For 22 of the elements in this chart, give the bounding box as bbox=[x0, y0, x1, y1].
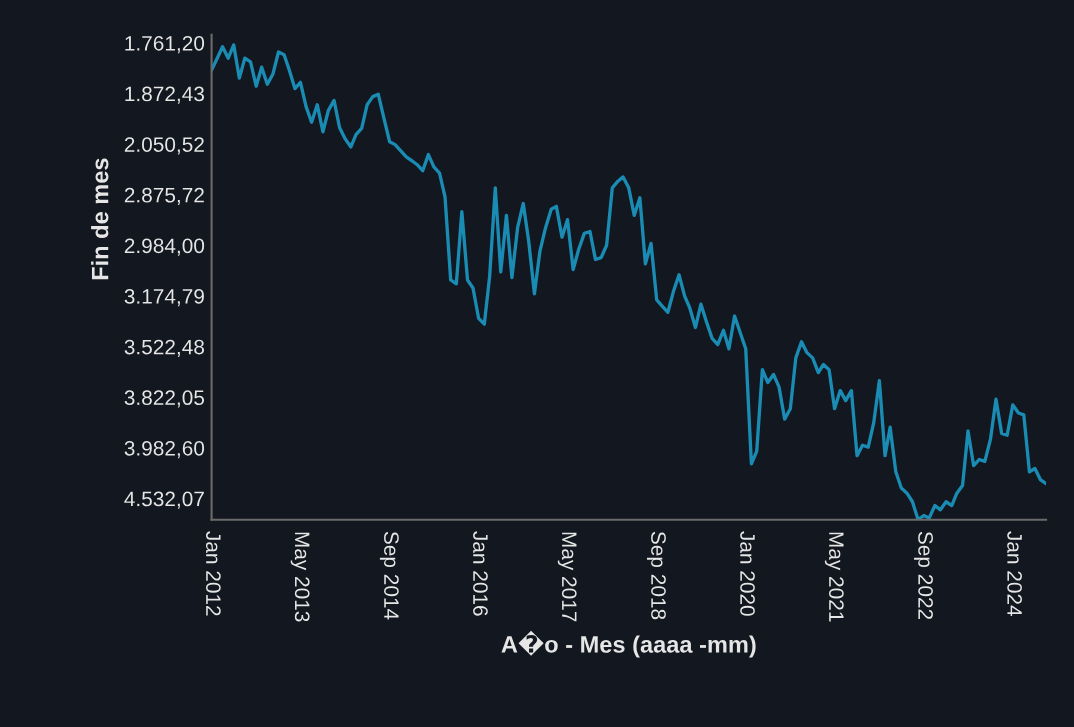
text: 1.761,20 bbox=[125, 35, 205, 54]
x-tick-label: May 2021 bbox=[824, 532, 844, 622]
text: 1.872,43 bbox=[125, 86, 204, 104]
text: 3.822,05 bbox=[124, 390, 205, 408]
x-tick-label: Jan 2024 bbox=[1007, 531, 1022, 617]
x-tick-label: Sep 2014 bbox=[379, 531, 399, 620]
y-axis-title: Fin de mes bbox=[91, 158, 109, 280]
x-tick-label: May 2013 bbox=[290, 532, 310, 622]
x-tick-label: Sep 2022 bbox=[914, 531, 933, 620]
x-tick-label: Jan 2012 bbox=[205, 531, 221, 616]
text: 2.984,00 bbox=[124, 238, 205, 256]
x-axis-title: A�o - Mes (aaaa -mm) bbox=[501, 630, 756, 658]
x-tick-label: May 2017 bbox=[557, 532, 577, 622]
text: 4.532,07 bbox=[124, 491, 204, 509]
text: 3.174,79 bbox=[124, 289, 204, 307]
x-tick-label: Sep 2018 bbox=[646, 531, 666, 620]
text: 2.050,52 bbox=[124, 137, 204, 155]
text: 3.982,60 bbox=[124, 440, 205, 459]
x-tick-label: Jan 2016 bbox=[473, 531, 488, 616]
x-tick-label: Jan 2020 bbox=[740, 531, 755, 616]
text: 2.875,72 bbox=[124, 187, 204, 206]
text: 3.522,48 bbox=[124, 339, 204, 357]
